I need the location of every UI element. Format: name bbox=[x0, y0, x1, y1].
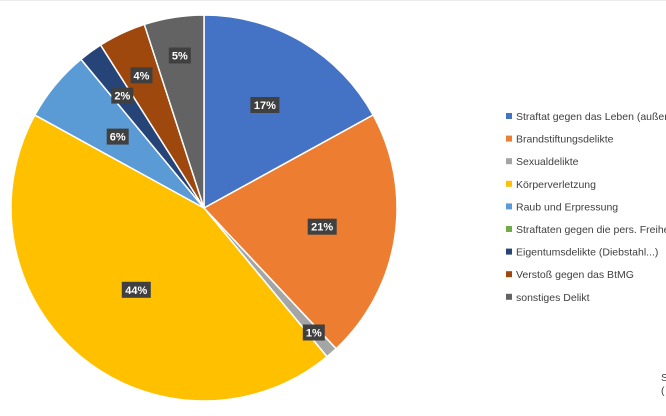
legend-swatch-2 bbox=[506, 135, 512, 142]
data-label-box-4 bbox=[121, 281, 151, 298]
legend-swatch-7 bbox=[506, 248, 512, 255]
data-label-7: 2% bbox=[114, 91, 130, 103]
legend-label-3: Sexualdelikte bbox=[516, 156, 579, 168]
legend-label-1: Straftat gegen das Leben (außer §216 StG… bbox=[516, 111, 666, 123]
legend-swatch-1 bbox=[506, 113, 512, 119]
legend-label-6: Straftaten gegen die pers. Freiheit bbox=[516, 224, 666, 236]
footer-text-1: S bbox=[661, 372, 666, 384]
data-label-box-3 bbox=[302, 324, 325, 341]
data-label-box-5 bbox=[106, 128, 129, 145]
legend-swatch-4 bbox=[506, 180, 512, 187]
data-label-box-1 bbox=[250, 97, 280, 113]
data-label-4: 44% bbox=[125, 285, 147, 297]
data-label-box-7 bbox=[111, 87, 134, 104]
legend-label-4: Körperverletzung bbox=[516, 179, 596, 191]
legend-label-9: sonstiges Delikt bbox=[516, 292, 590, 304]
legend-label-2: Brandstiftungsdelikte bbox=[516, 134, 614, 146]
legend-swatch-8 bbox=[506, 271, 512, 278]
data-label-box-9 bbox=[168, 47, 191, 64]
data-label-box-8 bbox=[130, 67, 153, 84]
data-labels: 17% 21% 1% 44% 6% 2% 4% 5% bbox=[106, 47, 337, 341]
pie-slice-4 bbox=[10, 114, 329, 402]
data-label-5: 6% bbox=[110, 132, 126, 144]
pie-slice-1 bbox=[203, 14, 375, 210]
data-label-2: 21% bbox=[311, 222, 333, 234]
pie-slice-2 bbox=[202, 114, 398, 350]
legend-swatch-9 bbox=[506, 293, 512, 300]
data-label-1: 17% bbox=[254, 100, 276, 112]
data-label-8: 4% bbox=[134, 70, 150, 82]
legend-swatch-5 bbox=[506, 203, 512, 210]
legend-swatch-6 bbox=[506, 226, 512, 232]
data-label-3: 1% bbox=[306, 328, 322, 340]
footer-text-2: ( bbox=[661, 385, 665, 397]
legend-label-7: Eigentumsdelikte (Diebstahl...) bbox=[516, 247, 658, 259]
data-label-box-2 bbox=[307, 218, 337, 235]
legend-label-5: Raub und Erpressung bbox=[516, 201, 618, 213]
pie-slices bbox=[10, 14, 398, 402]
legend: Straftat gegen das Leben (außer §216 StG… bbox=[506, 111, 666, 304]
legend-label-8: Verstoß gegen das BtMG bbox=[516, 269, 634, 281]
data-label-9: 5% bbox=[172, 51, 188, 63]
legend-swatch-3 bbox=[506, 158, 512, 165]
footer-fragment: S( bbox=[661, 372, 666, 397]
